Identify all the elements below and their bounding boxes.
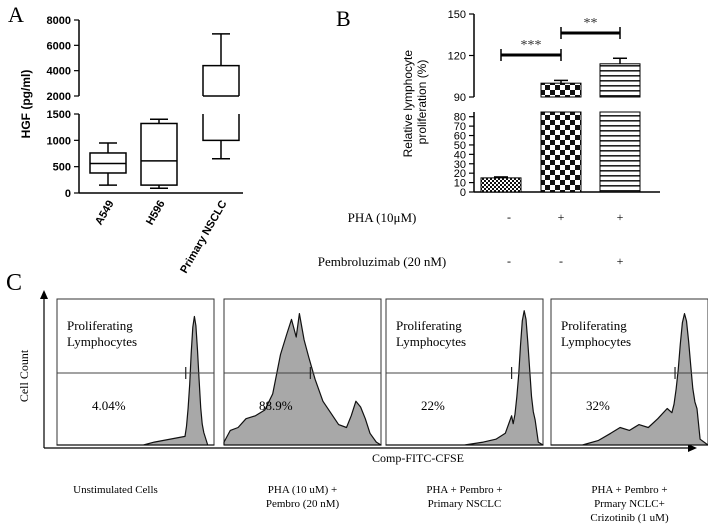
panel-c-xlabel: Comp-FITC-CFSE — [372, 451, 464, 465]
svg-text:Relative lymphocyte prol: Relative lymphocyte proliferation (%) — [401, 47, 429, 158]
gate-percent: 88.9% — [259, 398, 293, 413]
histogram-curve — [550, 313, 708, 446]
histogram-caption: Crizotinib (1 uM) — [590, 512, 669, 524]
histogram-curve — [385, 310, 544, 446]
panel-a-ylabel: HGF (pg/ml) — [19, 70, 33, 139]
panel-a-ytick-label: 6000 — [47, 40, 71, 52]
panel-a-ytick-label: 500 — [53, 162, 71, 174]
panel-b-condition-value: - — [507, 210, 511, 224]
histogram-caption: Primary NSCLC — [428, 498, 502, 510]
histogram-caption: PHA + Pembro + — [591, 484, 667, 496]
panel-b-bar — [540, 79, 582, 193]
histogram-curve — [56, 315, 215, 446]
histogram-curve — [223, 313, 382, 446]
panel-b-ytick-label: 150 — [448, 9, 466, 21]
panel-a-xtick-label: A549 — [93, 199, 117, 228]
panel-b-bar-lower — [540, 111, 582, 193]
histogram-caption: Unstimulated Cells — [73, 484, 158, 496]
panel-b-condition-label: Pembroluzimab (20 nM) — [318, 254, 447, 269]
gate-label-line2: Lymphocytes — [396, 334, 466, 349]
gate-percent: 4.04% — [92, 398, 126, 413]
panel-a-box — [202, 33, 240, 160]
panel-letter-b: B — [336, 6, 351, 31]
panel-b-ytick-label: 90 — [454, 92, 466, 104]
panel-b-bar — [599, 57, 641, 193]
panel-b-condition-value: + — [617, 254, 624, 268]
panel-b-ytick-label: 0 — [460, 187, 466, 199]
histogram-caption: Pembro (20 nM) — [266, 498, 340, 510]
panel-b-condition-value: - — [559, 254, 563, 268]
panel-b-bar-rect — [480, 177, 522, 193]
panel-a-xtick-label: Primary NSCLC — [178, 198, 229, 275]
panel-c-y-arrowhead — [40, 290, 48, 299]
panel-b-sig-label: *** — [521, 38, 542, 53]
panel-c-ylabel: Cell Count — [17, 349, 31, 402]
panel-b-condition-value: - — [507, 254, 511, 268]
panel-b-bar-upper — [540, 82, 582, 98]
panel-c-x-arrowhead — [688, 444, 697, 452]
gate-label-line1: Proliferating — [561, 318, 627, 333]
panel-a-ytick-label: 1000 — [47, 135, 71, 147]
gate-label-line2: Lymphocytes — [67, 334, 137, 349]
panel-a-box — [89, 142, 127, 186]
panel-a-box-rect — [140, 122, 178, 186]
gate-percent: 32% — [586, 398, 610, 413]
panel-b-significance: *** — [500, 38, 562, 61]
histogram-caption: Prmary NCLC+ — [594, 498, 665, 510]
panel-b-bar-upper — [599, 63, 641, 98]
histogram-caption: PHA (10 uM) + — [268, 484, 337, 496]
panel-b-bar — [480, 176, 522, 193]
panel-b-condition-label: PHA (10μM) — [348, 210, 417, 225]
panel-b-ytick-label: 30 — [454, 159, 466, 171]
gate-percent: 22% — [421, 398, 445, 413]
gate-label-line1: Proliferating — [396, 318, 462, 333]
panel-b-condition-value: + — [617, 210, 624, 224]
panel-b-ytick-label: 120 — [448, 51, 466, 63]
panel-a-ytick-label: 4000 — [47, 66, 71, 78]
panel-b-ytick-label: 20 — [454, 168, 466, 180]
panel-b-ytick-label: 60 — [454, 131, 466, 143]
panel-b-ylabel-line2: proliferation (%) — [415, 60, 429, 145]
panel-b-barchart: Relative lymphocyte proliferation (%) 90… — [318, 9, 660, 269]
panel-a-boxplot: HGF (pg/ml) 2000 4000 6000 8000 0 500 1000 1500… — [19, 15, 243, 275]
panel-a-ytick-label: 1500 — [47, 109, 71, 121]
panel-b-ytick-label: 80 — [454, 112, 466, 124]
panel-b-bar-lower — [599, 111, 641, 193]
panel-b-ylabel-line1: Relative lymphocyte — [401, 50, 415, 158]
panel-b-condition-value: + — [558, 210, 565, 224]
panel-letter-c: C — [6, 270, 22, 296]
histogram-caption: PHA + Pembro + — [426, 484, 502, 496]
panel-b-significance: ** — [560, 16, 621, 39]
gate-label-line2: Lymphocytes — [561, 334, 631, 349]
panel-letter-a: A — [8, 2, 24, 27]
panel-b-ytick-label: 10 — [454, 178, 466, 190]
panel-a-box-lower — [202, 114, 240, 142]
panel-b-ytick-label: 70 — [454, 121, 466, 133]
panel-b-ytick-label: 40 — [454, 149, 466, 161]
histogram-panel: 88.9% PHA (10 uM) + Pembro (20 nM) — [223, 298, 382, 510]
panel-a-ytick-label: 0 — [65, 188, 71, 200]
panel-a-xtick-label: H596 — [144, 199, 168, 228]
panel-b-ytick-label: 50 — [454, 140, 466, 152]
panel-a-ytick-label: 8000 — [47, 15, 71, 27]
panel-a-box — [140, 118, 178, 190]
panel-a-ytick-label: 2000 — [47, 91, 71, 103]
gate-label-line1: Proliferating — [67, 318, 133, 333]
panel-c-histograms: Cell Count Comp-FITC-CFSE 4.04% Prolifera… — [17, 290, 708, 524]
panel-b-sig-label: ** — [584, 16, 598, 31]
panel-a-box-upper — [202, 64, 240, 96]
